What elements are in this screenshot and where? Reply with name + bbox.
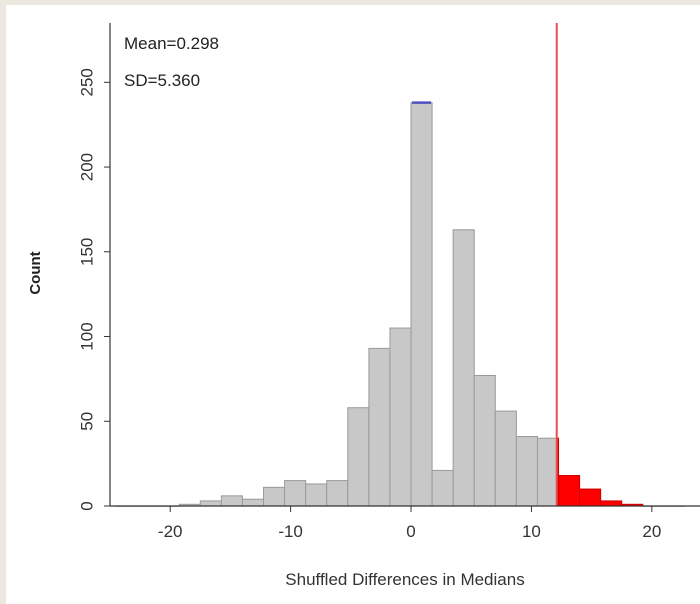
histogram-bar-15	[431, 469, 454, 507]
histogram-bar-10	[326, 480, 349, 507]
x-tick-label: -10	[278, 522, 303, 541]
histogram-bar-18	[494, 410, 517, 507]
y-axis-ticks: 0 50 100 150 200 250	[77, 68, 110, 511]
histogram-bar-11	[347, 407, 370, 507]
mean-annotation: Mean=0.298	[124, 34, 219, 53]
histogram-bar-8	[284, 480, 307, 507]
histogram-bar-14	[410, 102, 433, 507]
histogram-bar-19	[515, 436, 538, 507]
histogram-bar-13	[389, 327, 412, 507]
sd-annotation: SD=5.360	[124, 71, 200, 90]
y-axis-title: Count	[27, 251, 44, 294]
x-axis-title: Shuffled Differences in Medians	[285, 570, 524, 589]
y-tick-label: 100	[77, 322, 96, 350]
histogram-bar-17	[473, 375, 496, 507]
x-axis-ticks: -20 -10 0 10 20	[158, 506, 661, 541]
histogram-bar-5	[220, 495, 243, 507]
histogram-bar-4	[199, 500, 222, 507]
histogram-bar-9	[305, 483, 328, 507]
histogram-bar-22	[579, 488, 602, 507]
histogram-chart: 0 50 100 150 200 250 -20 -10 0 10 20 Mean=0.298 S…	[27, 23, 700, 589]
x-tick-label: 10	[522, 522, 541, 541]
x-tick-label: -20	[158, 522, 183, 541]
y-tick-label: 0	[77, 501, 96, 510]
chart-panel: 0 50 100 150 200 250 -20 -10 0 10 20 Mean=0.298 S…	[6, 5, 700, 604]
x-tick-label: 0	[406, 522, 415, 541]
y-tick-label: 250	[77, 68, 96, 96]
x-tick-label: 20	[642, 522, 661, 541]
histogram-bar-23	[600, 500, 623, 507]
histogram-bar-16	[452, 229, 475, 507]
y-tick-label: 150	[77, 238, 96, 266]
y-tick-label: 50	[77, 412, 96, 431]
histogram-bar-7	[263, 486, 286, 507]
histogram-bar-20	[536, 437, 560, 507]
histogram-bar-12	[368, 347, 391, 507]
y-tick-label: 200	[77, 153, 96, 181]
bars-group	[116, 102, 685, 507]
histogram-bar-6	[241, 498, 265, 507]
histogram-bar-21	[558, 474, 581, 507]
